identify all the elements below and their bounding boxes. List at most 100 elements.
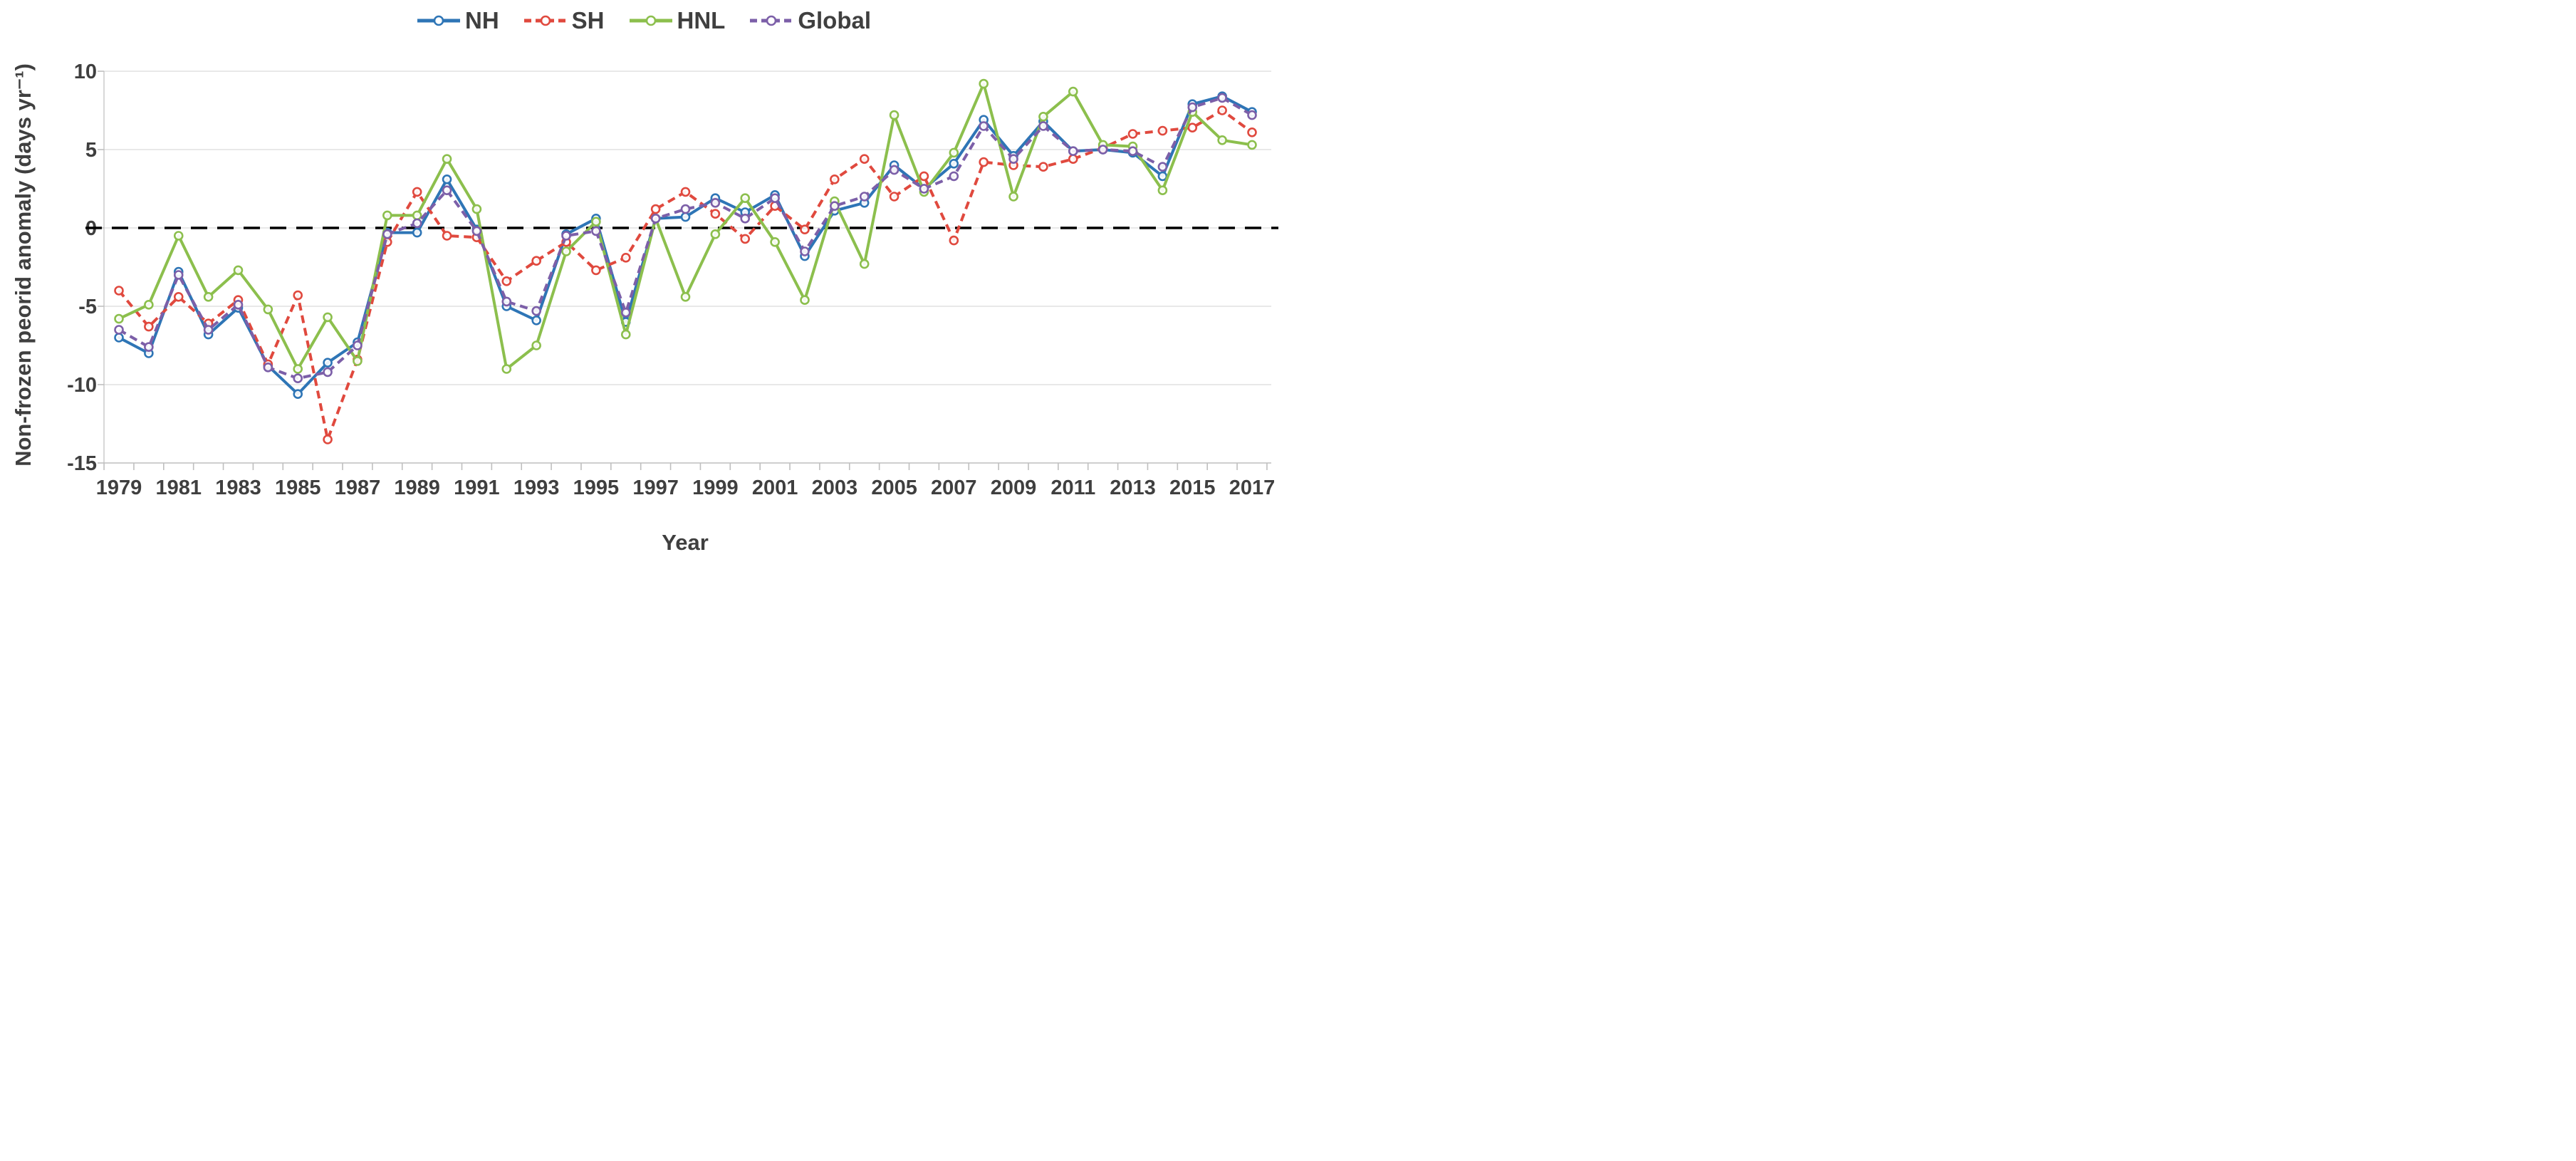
- data-point-SH-1993: [531, 256, 541, 266]
- data-point-Global-2001: [770, 193, 780, 204]
- data-point-HNL-2004: [859, 259, 870, 269]
- data-point-Global-1985: [293, 373, 303, 384]
- data-point-HNL-2017: [1247, 140, 1257, 150]
- data-point-SH-2013: [1127, 129, 1138, 139]
- data-point-SH-1979: [114, 286, 124, 296]
- data-point-Global-1984: [263, 362, 273, 373]
- legend-swatch-Global: [750, 15, 793, 26]
- data-point-Global-1981: [173, 270, 184, 280]
- legend-label-NH: NH: [464, 7, 499, 33]
- data-point-HNL-2007: [949, 147, 959, 158]
- data-point-Global-1993: [531, 306, 541, 316]
- data-point-Global-2009: [1008, 154, 1018, 164]
- y-tick-label: -10: [67, 374, 97, 397]
- data-point-HNL-2005: [889, 110, 899, 120]
- legend-marker-Global: [766, 15, 777, 26]
- data-point-SH-2011: [1068, 154, 1078, 164]
- legend-label-Global: Global: [798, 7, 872, 33]
- data-point-SH-2000: [740, 234, 751, 244]
- data-point-SH-2003: [830, 175, 840, 184]
- legend-marker-SH: [540, 15, 551, 26]
- x-tick-label: 1987: [335, 477, 381, 499]
- x-tick-label: 1991: [454, 477, 500, 499]
- data-point-Global-2006: [919, 184, 929, 194]
- series-line-HNL: [118, 82, 1253, 370]
- data-point-SH-1985: [293, 290, 303, 301]
- data-point-SH-2004: [859, 154, 870, 164]
- data-point-Global-1987: [353, 340, 363, 350]
- data-point-SH-2014: [1157, 125, 1168, 136]
- data-point-Global-2015: [1187, 102, 1198, 113]
- x-tick-label: 2009: [991, 477, 1037, 499]
- data-point-SH-2002: [800, 224, 810, 235]
- data-point-HNL-1987: [353, 356, 363, 366]
- data-point-Global-2016: [1217, 93, 1227, 103]
- legend-label-SH: SH: [571, 7, 605, 33]
- data-point-HNL-2002: [800, 295, 810, 306]
- data-point-HNL-1988: [382, 210, 392, 221]
- data-point-Global-1998: [680, 204, 691, 214]
- data-point-HNL-1992: [501, 364, 512, 374]
- chart-figure: NH SH HNL Global Non-frozen peorid anomaly …: [0, 0, 1288, 580]
- data-point-Global-2017: [1247, 110, 1257, 120]
- data-point-HNL-1984: [263, 304, 273, 315]
- data-point-SH-2015: [1187, 123, 1198, 132]
- x-tick-label: 1999: [692, 477, 739, 499]
- x-tick-label: 2017: [1229, 477, 1276, 499]
- y-tick-label: 5: [85, 139, 97, 162]
- data-point-HNL-1982: [203, 291, 214, 302]
- legend-swatch-SH: [523, 15, 567, 26]
- data-point-SH-1997: [650, 204, 661, 214]
- data-point-Global-2007: [949, 171, 959, 182]
- data-point-Global-2014: [1157, 162, 1168, 172]
- data-point-SH-1990: [442, 231, 452, 241]
- legend-item-HNL: HNL: [629, 7, 726, 34]
- legend-swatch-HNL: [629, 15, 672, 26]
- data-point-SH-1981: [173, 291, 184, 302]
- data-point-Global-1991: [471, 226, 482, 236]
- data-point-Global-1982: [203, 325, 214, 335]
- x-tick-label: 2007: [931, 477, 977, 499]
- x-tick-label: 1989: [394, 477, 440, 499]
- x-tick-label: 1983: [215, 477, 261, 499]
- data-point-Global-2012: [1097, 145, 1108, 155]
- data-point-Global-2005: [889, 165, 899, 175]
- data-point-HNL-2009: [1008, 192, 1018, 202]
- data-point-HNL-1996: [620, 329, 631, 340]
- data-point-SH-1998: [680, 187, 691, 197]
- data-point-HNL-1986: [323, 312, 333, 323]
- data-point-Global-1992: [501, 296, 512, 307]
- data-point-HNL-1981: [173, 231, 184, 241]
- series-line-SH: [118, 109, 1253, 441]
- data-point-HNL-1983: [233, 265, 244, 276]
- data-point-HNL-2001: [770, 236, 780, 247]
- x-tick-label: 2005: [871, 477, 917, 499]
- data-point-HNL-1990: [442, 154, 452, 164]
- data-point-HNL-2016: [1217, 135, 1227, 145]
- x-tick-label: 2015: [1169, 477, 1216, 499]
- data-point-SH-2006: [919, 171, 929, 182]
- x-tick-label: 1979: [96, 477, 142, 499]
- data-point-NH-1990: [442, 175, 452, 184]
- data-point-Global-1999: [710, 197, 721, 208]
- data-point-HNL-1994: [561, 246, 571, 256]
- data-point-Global-2011: [1068, 146, 1078, 156]
- data-point-Global-1997: [650, 213, 661, 224]
- legend-item-SH: SH: [523, 7, 605, 34]
- x-tick-label: 2011: [1050, 477, 1095, 499]
- data-point-HNL-2000: [740, 193, 751, 204]
- data-point-HNL-2008: [979, 78, 989, 89]
- data-point-HNL-1980: [144, 299, 154, 310]
- data-point-SH-1989: [412, 187, 422, 197]
- data-point-Global-1988: [382, 229, 392, 239]
- data-point-Global-1986: [323, 367, 333, 378]
- data-point-Global-2004: [859, 192, 870, 202]
- legend-label-HNL: HNL: [677, 7, 726, 33]
- data-point-Global-2013: [1127, 146, 1138, 156]
- data-point-HNL-1991: [471, 204, 482, 214]
- data-point-HNL-1989: [412, 210, 422, 221]
- data-point-SH-2007: [949, 235, 959, 246]
- data-point-SH-1995: [591, 265, 601, 276]
- data-point-NH-1993: [531, 315, 541, 326]
- x-tick-label: 2001: [752, 477, 798, 499]
